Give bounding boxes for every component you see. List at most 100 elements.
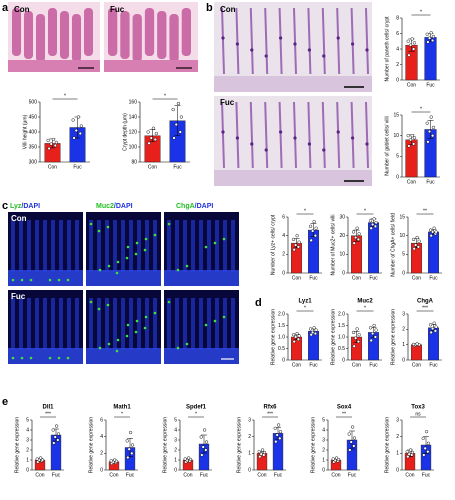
muscularis — [104, 60, 198, 72]
data-point — [291, 333, 296, 337]
x-tick-label: Fuc — [309, 275, 318, 281]
y-tick-label: 0.5 — [338, 346, 345, 352]
y-tick-label: 4 — [322, 427, 325, 433]
y-tick-label: 30 — [339, 214, 345, 220]
villus — [221, 7, 225, 75]
error-bar — [427, 120, 434, 139]
villus — [350, 101, 355, 169]
data-point — [151, 126, 156, 130]
data-point — [47, 146, 51, 151]
data-point — [348, 448, 352, 452]
data-point — [371, 331, 375, 336]
significance: ns — [415, 411, 421, 417]
data-point — [275, 433, 279, 437]
positive-cell — [125, 256, 129, 260]
positive-cell — [204, 323, 208, 327]
data-point — [278, 436, 282, 440]
data-point — [334, 456, 339, 460]
villus — [11, 220, 15, 272]
positive-cell — [213, 319, 217, 323]
positive-cell — [66, 356, 70, 360]
villus — [105, 298, 109, 350]
y-tick-label: 5 — [26, 417, 29, 423]
counterstain: /DAPI — [21, 203, 40, 210]
bar — [424, 37, 437, 81]
positive-cell — [185, 342, 189, 346]
villus — [60, 11, 69, 59]
data-point — [130, 443, 135, 447]
positive-cell — [143, 248, 147, 252]
y-axis-label: Number of goblet cells/ villi — [384, 116, 390, 175]
x-tick-label: Fuc — [422, 472, 431, 478]
data-point — [202, 428, 207, 432]
significance: * — [195, 411, 197, 417]
data-point — [406, 455, 410, 459]
data-point — [259, 452, 263, 456]
data-point — [72, 136, 76, 140]
panel-letter: a — [2, 2, 9, 14]
positive-cell — [107, 264, 111, 268]
panel-letter: b — [206, 2, 213, 14]
y-axis-label: Relative gene expression — [330, 309, 336, 365]
data-point — [412, 136, 417, 140]
significance: * — [420, 106, 422, 112]
x-tick-label: Con — [407, 179, 416, 185]
positive-cell — [98, 268, 102, 272]
data-point — [405, 450, 409, 454]
goblet-cell — [322, 148, 326, 152]
data-point — [311, 229, 315, 233]
data-point — [415, 235, 419, 240]
data-point — [352, 436, 357, 440]
positive-cell — [153, 311, 157, 315]
positive-cell — [97, 229, 101, 233]
y-axis-label: Crypt depth (μm) — [122, 113, 128, 151]
data-point — [314, 328, 318, 332]
positive-cell — [20, 356, 24, 360]
data-point — [423, 446, 427, 450]
y-tick-label: 2 — [282, 252, 285, 258]
significance: * — [420, 9, 422, 15]
villus — [350, 7, 355, 75]
villus — [336, 7, 341, 75]
data-point — [347, 432, 351, 436]
data-point — [429, 31, 433, 35]
error-bar — [149, 129, 156, 142]
villus — [278, 101, 283, 169]
villus — [199, 298, 203, 350]
positive-cell — [213, 241, 217, 245]
x-tick-label: Fuc — [369, 275, 378, 281]
positive-cell — [106, 303, 110, 307]
x-tick-label: Fuc — [429, 362, 438, 368]
data-point — [368, 219, 373, 223]
data-point — [368, 326, 373, 330]
data-point — [128, 430, 133, 435]
data-point — [431, 125, 436, 130]
y-tick-label: 0 — [100, 467, 103, 473]
y-tick-label: 1.0 — [338, 334, 345, 340]
data-point — [76, 115, 81, 119]
y-tick-label: 0 — [342, 357, 345, 363]
villus — [264, 101, 269, 169]
data-point — [126, 455, 130, 460]
y-axis-label: Number of ChgA+ cells/ field — [390, 213, 396, 277]
y-tick-label: 3 — [402, 311, 405, 317]
villus — [137, 298, 141, 350]
positive-cell — [126, 245, 130, 249]
data-point — [296, 337, 301, 341]
crypt-band — [86, 348, 161, 364]
positive-cell — [57, 278, 61, 282]
positive-cell — [29, 278, 33, 282]
positive-cell — [89, 222, 93, 226]
villus — [67, 220, 71, 272]
villus — [137, 220, 141, 272]
positive-cell — [222, 315, 226, 319]
data-point — [292, 248, 296, 252]
positive-cell — [125, 334, 129, 338]
goblet-cell — [221, 130, 225, 134]
data-point — [355, 327, 359, 331]
data-point — [297, 334, 301, 338]
x-tick-label: Fuc — [200, 472, 209, 478]
villus — [365, 7, 369, 75]
positive-cell — [176, 346, 180, 350]
